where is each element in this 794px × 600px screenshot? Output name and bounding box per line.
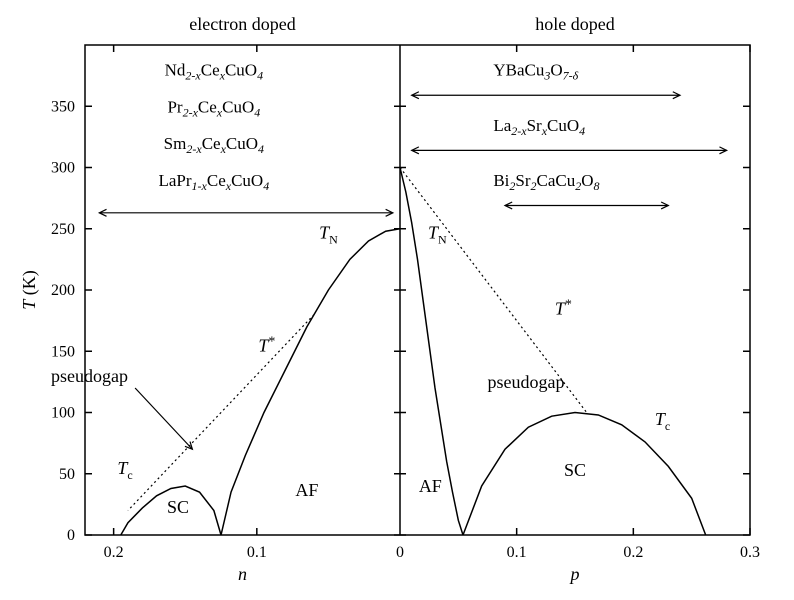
svg-text:50: 50: [59, 466, 75, 483]
svg-text:SC: SC: [167, 497, 189, 517]
svg-text:0.1: 0.1: [247, 544, 267, 561]
svg-text:0: 0: [67, 527, 75, 544]
svg-text:Tc: Tc: [655, 409, 670, 433]
svg-text:T*: T*: [258, 334, 275, 355]
svg-text:0: 0: [396, 544, 404, 561]
svg-text:300: 300: [51, 160, 75, 177]
svg-text:Nd2-xCexCuO4: Nd2-xCexCuO4: [165, 61, 263, 83]
svg-text:0.2: 0.2: [104, 544, 124, 561]
svg-text:T (K): T (K): [19, 270, 40, 310]
svg-text:350: 350: [51, 98, 75, 115]
svg-text:T*: T*: [555, 298, 572, 319]
phase-diagram: 050100150200250300350T (K)0.20.1n0.10.20…: [0, 0, 794, 600]
svg-text:100: 100: [51, 405, 75, 422]
svg-text:250: 250: [51, 221, 75, 238]
svg-text:p: p: [569, 564, 580, 584]
svg-text:Pr2-xCexCuO4: Pr2-xCexCuO4: [167, 97, 260, 119]
svg-text:0.1: 0.1: [507, 544, 527, 561]
svg-text:Bi2Sr2CaCu2O8: Bi2Sr2CaCu2O8: [493, 171, 599, 193]
svg-text:AF: AF: [419, 476, 442, 496]
svg-text:pseudogap: pseudogap: [488, 372, 565, 392]
svg-text:YBaCu3O7-δ: YBaCu3O7-δ: [493, 61, 578, 83]
svg-text:pseudogap: pseudogap: [51, 366, 128, 386]
svg-text:LaPr1-xCexCuO4: LaPr1-xCexCuO4: [159, 171, 270, 193]
svg-text:0.2: 0.2: [623, 544, 643, 561]
svg-text:electron doped: electron doped: [189, 14, 295, 34]
svg-text:n: n: [238, 564, 247, 584]
svg-text:Sm2-xCexCuO4: Sm2-xCexCuO4: [164, 134, 264, 156]
svg-text:hole doped: hole doped: [535, 14, 614, 34]
svg-text:La2-xSrxCuO4: La2-xSrxCuO4: [493, 116, 585, 138]
svg-text:0.3: 0.3: [740, 544, 760, 561]
svg-text:TN: TN: [319, 223, 338, 247]
svg-text:TN: TN: [428, 223, 447, 247]
svg-text:150: 150: [51, 343, 75, 360]
svg-text:SC: SC: [564, 460, 586, 480]
svg-text:Tc: Tc: [117, 458, 132, 482]
svg-text:200: 200: [51, 282, 75, 299]
svg-text:AF: AF: [295, 480, 318, 500]
